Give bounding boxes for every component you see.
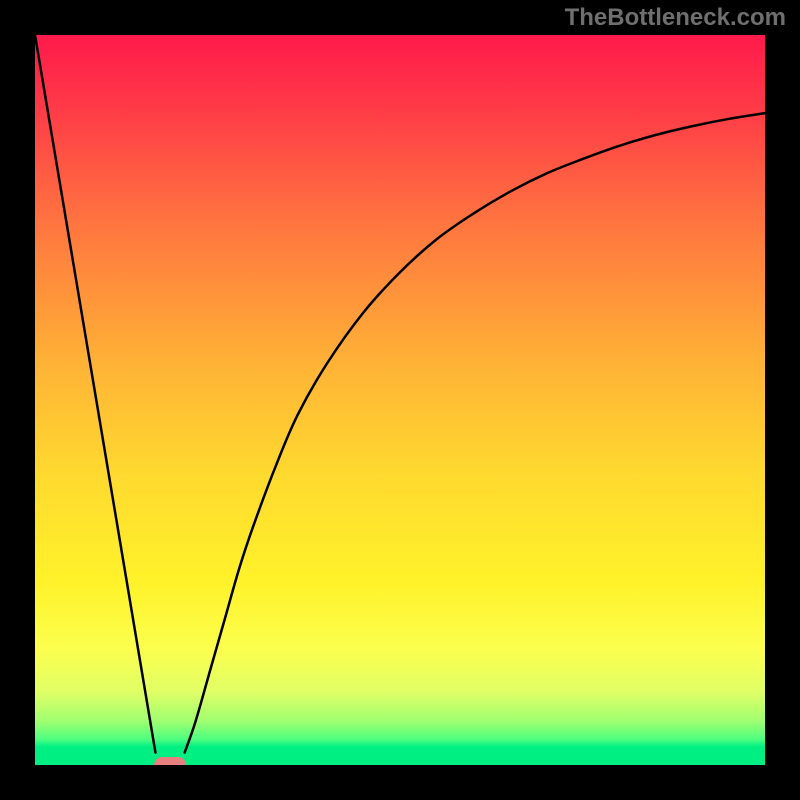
chart-svg	[0, 0, 800, 800]
bottleneck-chart: TheBottleneck.com	[0, 0, 800, 800]
watermark-text: TheBottleneck.com	[565, 4, 786, 32]
plot-background	[35, 35, 765, 765]
